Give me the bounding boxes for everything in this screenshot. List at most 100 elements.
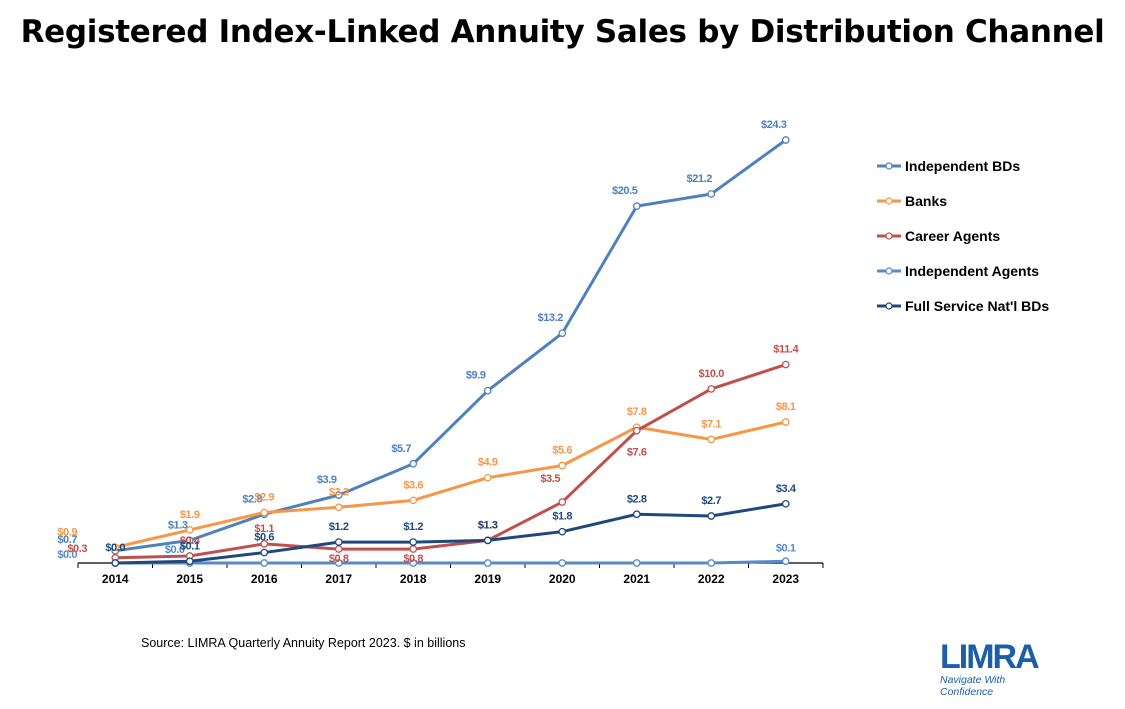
legend-item: Independent Agents xyxy=(876,253,1049,288)
data-point xyxy=(558,559,567,567)
x-tick-label: 2023 xyxy=(772,572,799,586)
data-point xyxy=(334,538,343,546)
x-tick-label: 2021 xyxy=(623,572,650,586)
data-label: $2.8 xyxy=(627,493,647,505)
data-point xyxy=(260,559,269,567)
x-tick-label: 2020 xyxy=(549,572,576,586)
data-point xyxy=(707,559,716,567)
data-label: $2.8 xyxy=(242,493,262,505)
legend-swatch-icon xyxy=(877,231,901,240)
legend-item: Independent BDs xyxy=(876,148,1049,183)
data-point xyxy=(707,190,716,198)
data-label: $24.3 xyxy=(761,119,787,131)
data-label: $0.4 xyxy=(180,535,201,547)
series-line-independent-agents xyxy=(115,559,786,565)
data-point xyxy=(707,385,716,393)
data-point xyxy=(334,503,343,512)
data-label: $0.9 xyxy=(57,526,77,538)
data-label: $7.8 xyxy=(627,406,647,418)
data-label: $0.8 xyxy=(403,553,423,565)
legend-label: Banks xyxy=(905,192,948,209)
data-label: $10.0 xyxy=(698,368,724,380)
data-label: $21.2 xyxy=(686,173,712,185)
data-label: $0.0 xyxy=(57,549,77,561)
x-tick-label: 2017 xyxy=(325,572,352,586)
legend-swatch-icon xyxy=(877,196,901,205)
x-tick-label: 2016 xyxy=(251,572,278,586)
data-point xyxy=(334,559,343,567)
chart-title: Registered Index-Linked Annuity Sales by… xyxy=(20,14,1105,50)
legend-item: Full Service Nat'l BDs xyxy=(876,288,1049,323)
legend-label: Full Service Nat'l BDs xyxy=(905,297,1050,314)
data-point xyxy=(781,499,790,508)
data-label: $3.2 xyxy=(329,486,349,498)
data-label: $5.6 xyxy=(552,445,572,457)
data-label: $20.5 xyxy=(612,185,638,197)
source-note: Source: LIMRA Quarterly Annuity Report 2… xyxy=(141,636,466,650)
data-label: $1.8 xyxy=(552,511,572,523)
x-tick-label: 2018 xyxy=(400,572,427,586)
legend-swatch-icon xyxy=(877,301,901,310)
data-point xyxy=(185,526,194,534)
data-label: $0.0 xyxy=(165,544,185,556)
data-point xyxy=(409,545,418,553)
x-tick-label: 2014 xyxy=(102,572,129,586)
data-point xyxy=(632,426,641,435)
data-label: $1.2 xyxy=(329,521,349,533)
series-line-full-service-nat-l-bds xyxy=(115,502,786,565)
legend-item: Career Agents xyxy=(876,218,1049,253)
legend-item: Banks xyxy=(876,183,1049,218)
data-point xyxy=(707,435,716,444)
x-tick-label: 2019 xyxy=(474,572,501,586)
legend-label: Independent Agents xyxy=(905,262,1040,279)
legend-swatch-icon xyxy=(877,161,901,170)
data-label: $9.9 xyxy=(466,370,486,382)
data-point xyxy=(111,543,120,552)
data-label: $0.1 xyxy=(776,542,796,554)
data-label: $0.0 xyxy=(105,542,125,554)
series-line-banks xyxy=(114,420,787,549)
data-point xyxy=(185,536,194,545)
data-label: $1.3 xyxy=(478,519,498,531)
data-point xyxy=(558,461,567,470)
data-label: $0.3 xyxy=(67,543,87,555)
chart-legend: Independent BDs Banks Career Agents Indepen… xyxy=(876,148,1049,323)
data-label: $1.1 xyxy=(254,523,274,535)
data-label: $3.9 xyxy=(317,474,337,486)
legend-label: Career Agents xyxy=(905,227,1001,244)
logo-wordmark: LIMRA xyxy=(940,638,1040,676)
data-point xyxy=(781,557,790,566)
logo-tagline-2: Confidence xyxy=(940,686,994,698)
data-point xyxy=(260,548,269,557)
data-label: $5.7 xyxy=(391,443,411,455)
data-label: $2.7 xyxy=(701,495,721,507)
data-point xyxy=(558,329,567,338)
series-line-career-agents xyxy=(115,363,787,560)
series-line-independent-bds xyxy=(115,138,787,553)
data-label: $0.1 xyxy=(180,540,200,552)
limra-logo: LIMRA Navigate With Confidence xyxy=(940,640,1050,708)
data-label: $7.1 xyxy=(701,418,721,430)
legend-label: Independent BDs xyxy=(905,157,1021,174)
data-point xyxy=(409,496,418,505)
data-point xyxy=(781,360,790,369)
x-tick-label: 2015 xyxy=(176,572,203,586)
data-point xyxy=(409,559,418,567)
legend-swatch-icon xyxy=(877,266,901,275)
data-point xyxy=(707,512,716,520)
data-point xyxy=(483,536,492,545)
data-point xyxy=(483,386,492,395)
data-point xyxy=(558,498,567,506)
data-label: $1.9 xyxy=(180,509,200,521)
data-point xyxy=(185,557,194,566)
data-label: $1.3 xyxy=(168,519,188,531)
data-point xyxy=(483,559,492,567)
logo-tagline-1: Navigate With xyxy=(940,674,1006,686)
data-point xyxy=(260,508,269,517)
data-point xyxy=(483,473,492,482)
data-point xyxy=(632,202,641,210)
data-label: $7.6 xyxy=(627,447,647,459)
data-point xyxy=(632,510,641,519)
data-label: $0.6 xyxy=(254,532,274,544)
